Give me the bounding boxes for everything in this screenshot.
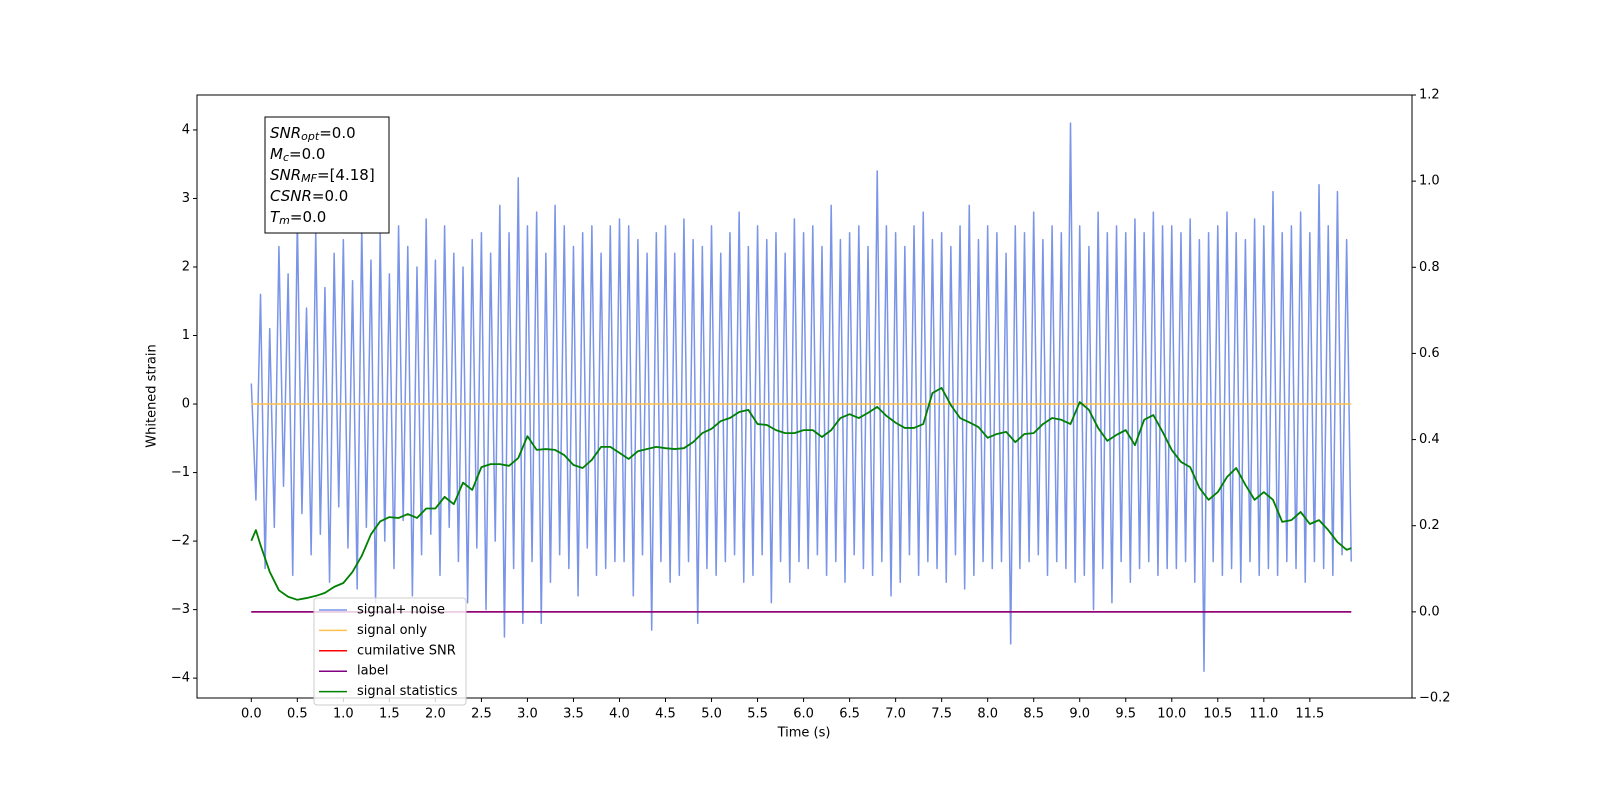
y-tick-label: 2: [182, 259, 190, 274]
x-tick-label: 6.0: [793, 707, 814, 722]
annotation-value: =0.0: [312, 187, 348, 205]
annotation-line: Tm=0.0: [270, 208, 326, 228]
y2-tick-label: 0.2: [1419, 518, 1440, 533]
x-tick-label: 11.5: [1295, 707, 1324, 722]
x-tick-label: 3.5: [563, 707, 584, 722]
x-axis-label: Time (s): [777, 726, 831, 741]
x-tick-label: 4.0: [609, 707, 630, 722]
annotation-frame: [264, 116, 390, 234]
x-tick-label: 8.0: [977, 707, 998, 722]
y2-tick-label: 0.0: [1419, 604, 1440, 619]
y-axis-label: Whitened strain: [145, 344, 160, 447]
x-tick-label: 7.5: [931, 707, 952, 722]
annotation-symbol: CSNR: [270, 187, 312, 205]
annotation-symbol: SNR: [270, 124, 301, 142]
annotation-value: =0.0: [289, 145, 325, 163]
y-tick-label: 0: [182, 397, 190, 412]
plot-frame: [196, 94, 1413, 699]
x-tick-label: 6.5: [839, 707, 860, 722]
y2-tick-label: 1.2: [1419, 88, 1440, 103]
y2-tick-label: 0.8: [1419, 260, 1440, 275]
y2-tick-label: −0.2: [1419, 691, 1451, 706]
y-tick-label: 3: [182, 191, 190, 206]
x-tick-label: 10.0: [1157, 707, 1186, 722]
annotation-value: =0.0: [290, 208, 326, 226]
x-tick-label: 5.0: [701, 707, 722, 722]
x-tick-label: 11.0: [1249, 707, 1278, 722]
legend-label: signal only: [357, 623, 427, 638]
legend-label: cumilative SNR: [357, 643, 456, 658]
y2-tick-label: 0.4: [1419, 432, 1440, 447]
x-tick-label: 5.5: [747, 707, 768, 722]
annotation-symbol: T: [270, 208, 281, 226]
y-tick-label: 4: [182, 122, 190, 137]
x-tick-label: 4.5: [655, 707, 676, 722]
x-tick-label: 8.5: [1023, 707, 1044, 722]
annotation-value: =0.0: [319, 124, 355, 142]
x-tick-label: 7.0: [885, 707, 906, 722]
annotation-symbol: M: [270, 145, 283, 163]
annotation-line: SNRMF=[4.18]: [270, 166, 375, 186]
y-tick-label: −4: [171, 671, 190, 686]
annotation-symbol: SNR: [270, 166, 301, 184]
series-line: [250, 386, 1352, 601]
annotation-value: =[4.18]: [317, 166, 375, 184]
annotation-subscript: m: [279, 214, 290, 227]
x-tick-label: 1.5: [379, 707, 400, 722]
annotation-box: SNRopt=0.0Mc=0.0SNRMF=[4.18]CSNR=0.0Tm=0…: [264, 116, 390, 234]
legend: signal+ noise signal only cumilative SNR la…: [313, 597, 467, 706]
legend-label: signal statistics: [357, 684, 458, 699]
y-tick-label: −1: [171, 465, 190, 480]
annotation-subscript: MF: [301, 172, 317, 185]
x-tick-label: 9.0: [1069, 707, 1090, 722]
x-tick-label: 1.0: [333, 707, 354, 722]
annotation-line: Mc=0.0: [270, 145, 325, 165]
legend-frame: [313, 597, 467, 706]
x-tick-label: 9.5: [1115, 707, 1136, 722]
x-tick-label: 10.5: [1203, 707, 1232, 722]
annotation-subscript: c: [283, 151, 289, 164]
x-tick-label: 0.5: [287, 707, 308, 722]
x-tick-label: 2.5: [471, 707, 492, 722]
x-tick-label: 0.0: [241, 707, 262, 722]
legend-label: signal+ noise: [357, 603, 445, 618]
x-tick-label: 3.0: [517, 707, 538, 722]
x-tick-label: 2.0: [425, 707, 446, 722]
y-tick-label: 1: [182, 328, 190, 343]
series-line: [250, 122, 1352, 673]
y2-tick-label: 1.0: [1419, 174, 1440, 189]
y-tick-label: −3: [171, 602, 190, 617]
y2-tick-label: 0.6: [1419, 346, 1440, 361]
annotation-line: CSNR=0.0: [270, 187, 348, 205]
annotation-subscript: opt: [301, 130, 320, 143]
legend-label: label: [357, 664, 388, 679]
y-tick-label: −2: [171, 534, 190, 549]
annotation-line: SNRopt=0.0: [270, 124, 356, 144]
